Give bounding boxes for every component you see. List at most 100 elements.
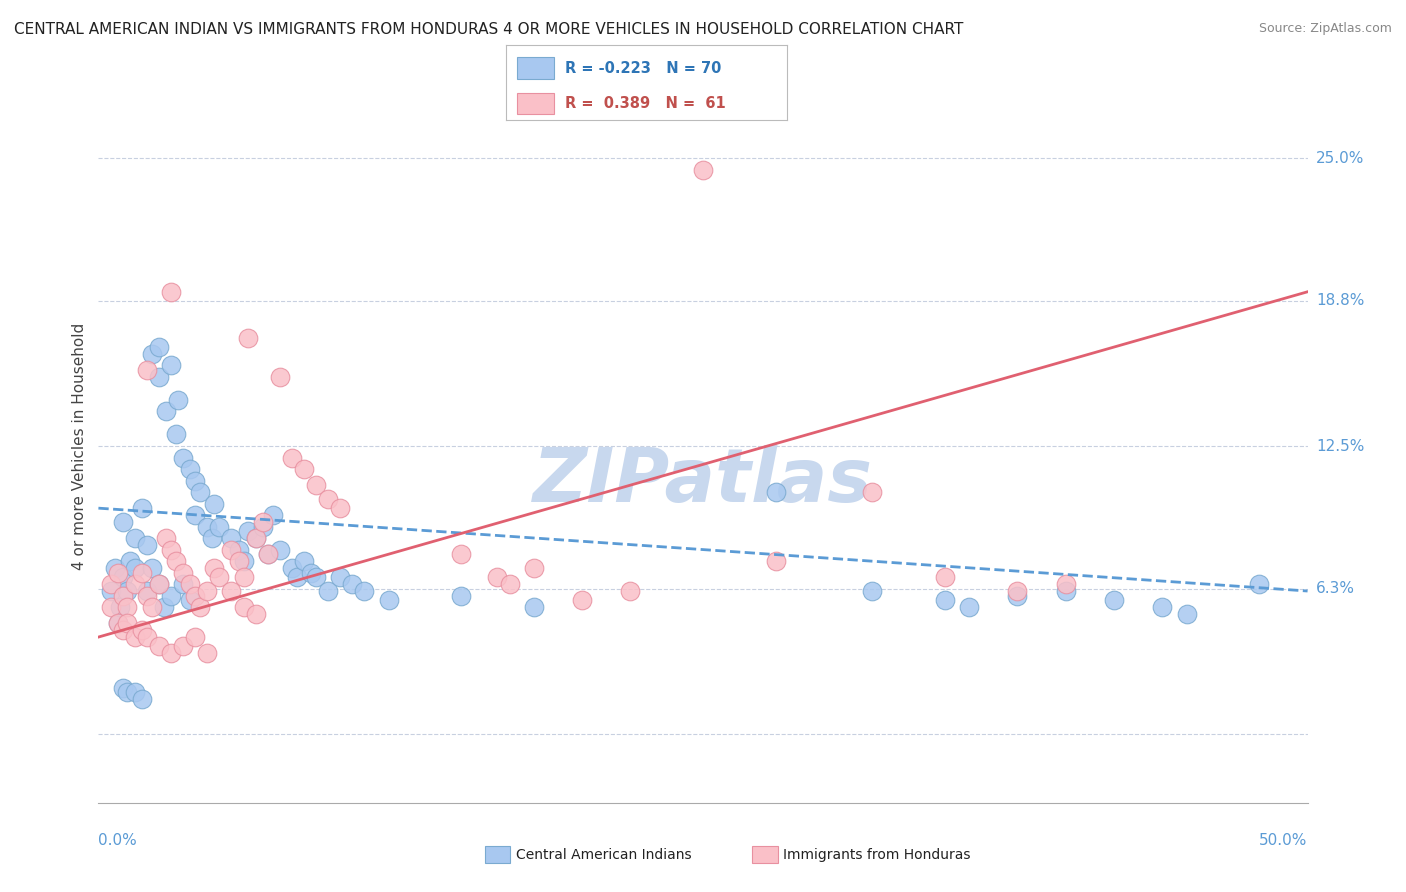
Point: [245, 531, 267, 545]
Point: [201, 531, 224, 545]
Point: [100, 577, 122, 591]
Point: [148, 640, 170, 654]
Point: [450, 589, 472, 603]
Point: [692, 162, 714, 177]
Point: [165, 554, 187, 568]
Point: [353, 584, 375, 599]
Point: [111, 681, 134, 695]
Point: [1007, 584, 1029, 599]
Point: [117, 584, 139, 599]
Point: [135, 363, 157, 377]
Point: [1054, 584, 1077, 599]
Point: [160, 646, 183, 660]
Point: [155, 531, 177, 545]
Point: [188, 485, 211, 500]
Point: [172, 640, 194, 654]
Point: [148, 577, 170, 591]
Point: [1102, 593, 1125, 607]
Point: [498, 577, 520, 591]
Point: [221, 542, 243, 557]
Text: 18.8%: 18.8%: [1316, 293, 1364, 309]
Point: [292, 554, 315, 568]
Point: [111, 570, 134, 584]
Point: [765, 554, 787, 568]
Point: [148, 577, 170, 591]
Point: [232, 570, 254, 584]
Bar: [517, 93, 554, 114]
Point: [232, 600, 254, 615]
Point: [184, 630, 207, 644]
Point: [252, 515, 274, 529]
Point: [619, 584, 641, 599]
Point: [111, 623, 134, 637]
Point: [195, 584, 218, 599]
Point: [124, 531, 146, 545]
Text: Central American Indians: Central American Indians: [516, 847, 692, 862]
Point: [305, 478, 328, 492]
Point: [184, 508, 207, 522]
Point: [281, 450, 304, 465]
Point: [238, 331, 260, 345]
Point: [934, 593, 956, 607]
Point: [117, 685, 139, 699]
Text: R =  0.389   N =  61: R = 0.389 N = 61: [565, 96, 725, 112]
Point: [124, 561, 146, 575]
Point: [860, 485, 883, 500]
Point: [167, 392, 190, 407]
Point: [179, 593, 201, 607]
Point: [141, 600, 163, 615]
Point: [285, 570, 308, 584]
Point: [450, 547, 472, 561]
Point: [152, 600, 174, 615]
Point: [329, 501, 352, 516]
Point: [305, 570, 328, 584]
Y-axis label: 4 or more Vehicles in Household: 4 or more Vehicles in Household: [72, 322, 87, 570]
Point: [104, 561, 127, 575]
Point: [329, 570, 352, 584]
Point: [256, 547, 278, 561]
Text: 6.3%: 6.3%: [1316, 582, 1355, 596]
Point: [195, 646, 218, 660]
Point: [111, 589, 134, 603]
Point: [108, 600, 131, 615]
Point: [262, 508, 284, 522]
Point: [165, 427, 187, 442]
Point: [316, 491, 339, 506]
Point: [131, 501, 153, 516]
Point: [100, 600, 122, 615]
Text: CENTRAL AMERICAN INDIAN VS IMMIGRANTS FROM HONDURAS 4 OR MORE VEHICLES IN HOUSEH: CENTRAL AMERICAN INDIAN VS IMMIGRANTS FR…: [14, 22, 963, 37]
Text: 50.0%: 50.0%: [1260, 833, 1308, 848]
Point: [934, 570, 956, 584]
Point: [765, 485, 787, 500]
Point: [155, 404, 177, 418]
Point: [221, 531, 243, 545]
Text: ZIPatlas: ZIPatlas: [533, 445, 873, 518]
Point: [269, 542, 291, 557]
Point: [172, 450, 194, 465]
Point: [107, 616, 129, 631]
Point: [107, 616, 129, 631]
Point: [1175, 607, 1198, 621]
Point: [131, 692, 153, 706]
Text: 12.5%: 12.5%: [1316, 439, 1364, 453]
Point: [269, 370, 291, 384]
Point: [256, 547, 278, 561]
Point: [135, 538, 157, 552]
Point: [184, 589, 207, 603]
Bar: [517, 57, 554, 78]
Point: [148, 370, 170, 384]
Point: [188, 600, 211, 615]
Point: [118, 554, 141, 568]
Point: [124, 577, 146, 591]
Point: [172, 577, 194, 591]
Point: [184, 474, 207, 488]
Point: [111, 515, 134, 529]
Point: [160, 589, 183, 603]
Text: 25.0%: 25.0%: [1316, 151, 1364, 166]
Point: [117, 616, 139, 631]
Point: [342, 577, 364, 591]
Point: [124, 685, 146, 699]
Point: [316, 584, 339, 599]
Point: [141, 347, 163, 361]
Point: [179, 462, 201, 476]
